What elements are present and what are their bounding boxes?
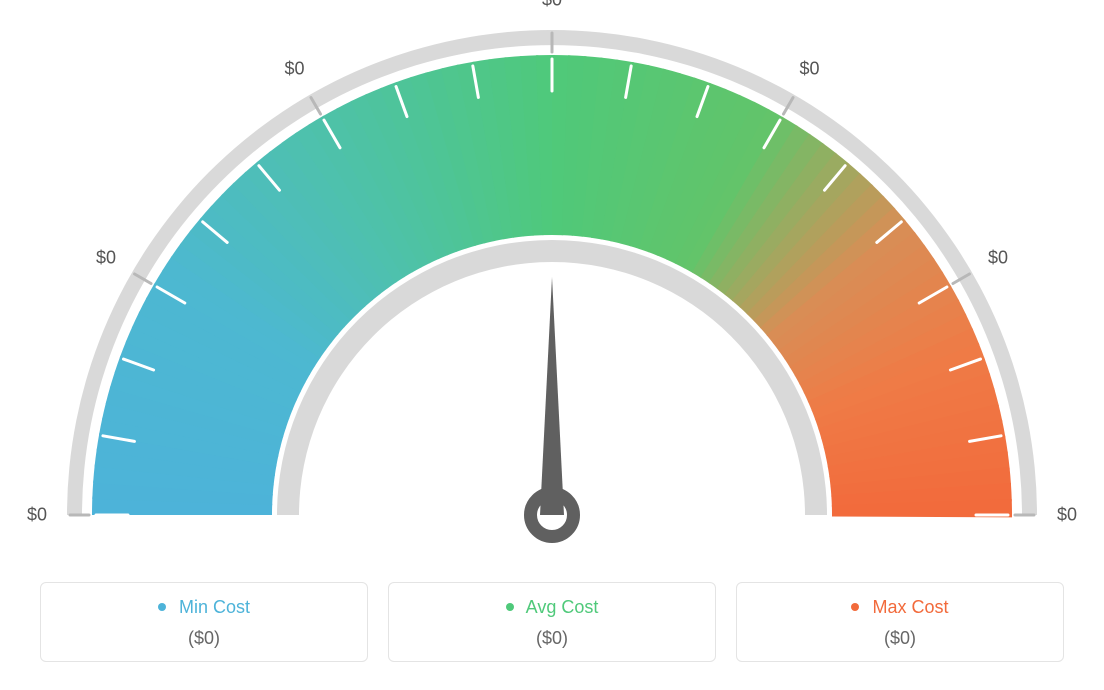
legend-row: Min Cost ($0) Avg Cost ($0) Max Cost ($0… [40, 582, 1064, 662]
gauge-tick-label: $0 [542, 0, 562, 11]
gauge-area: $0$0$0$0$0$0$0 [52, 10, 1052, 570]
gauge-chart-container: $0 $0 $0 $0 $0 $0 $0 Min Cost ($0) Avg Cost ($… [0, 0, 1104, 690]
gauge-tick-label: $0 [988, 247, 1008, 268]
legend-value-min: ($0) [51, 628, 357, 649]
legend-card-avg: Avg Cost ($0) [388, 582, 716, 662]
legend-card-min: Min Cost ($0) [40, 582, 368, 662]
gauge-tick-label: $0 [799, 58, 819, 79]
legend-title-min: Min Cost [51, 597, 357, 618]
legend-dot-max [851, 603, 859, 611]
legend-value-max: ($0) [747, 628, 1053, 649]
legend-title-avg: Avg Cost [399, 597, 705, 618]
gauge-tick-label: $0 [96, 247, 116, 268]
legend-label-min: Min Cost [179, 597, 250, 617]
gauge-tick-label: $0 [27, 505, 47, 526]
legend-value-avg: ($0) [399, 628, 705, 649]
gauge-svg [52, 10, 1052, 570]
gauge-tick-label: $0 [1057, 505, 1077, 526]
legend-card-max: Max Cost ($0) [736, 582, 1064, 662]
legend-dot-avg [506, 603, 514, 611]
legend-label-avg: Avg Cost [526, 597, 599, 617]
gauge-tick-label: $0 [284, 58, 304, 79]
legend-label-max: Max Cost [872, 597, 948, 617]
legend-title-max: Max Cost [747, 597, 1053, 618]
legend-dot-min [158, 603, 166, 611]
